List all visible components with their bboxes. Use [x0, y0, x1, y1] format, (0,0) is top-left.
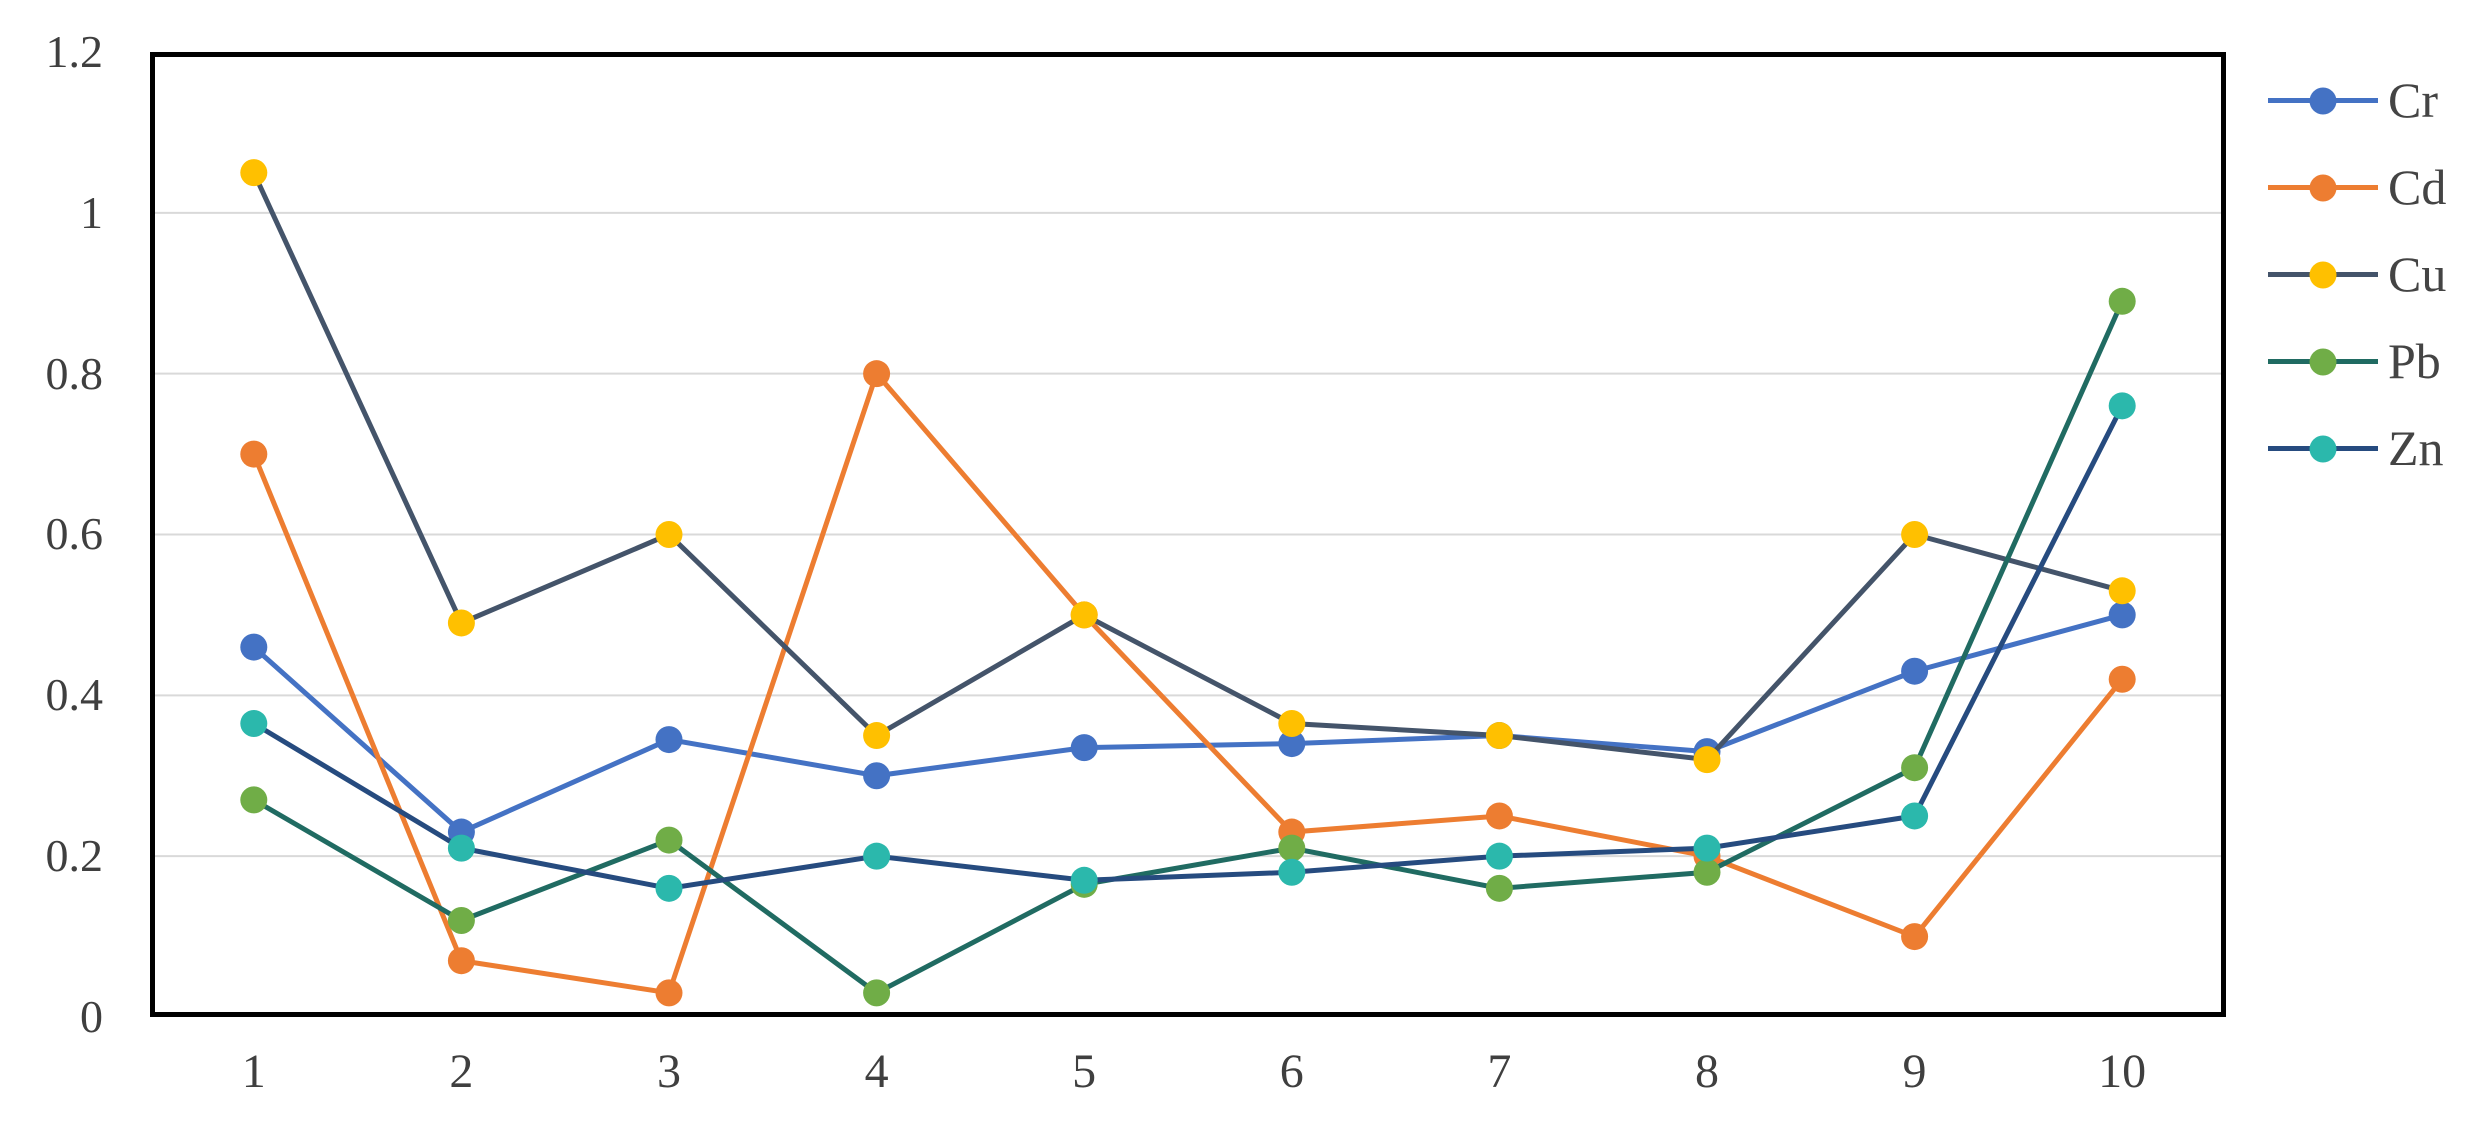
x-tick-label: 4 — [864, 1045, 889, 1098]
legend-item-cd: Cd — [2268, 144, 2446, 231]
legend-label: Cr — [2388, 72, 2438, 128]
y-tick-label: 1.2 — [45, 26, 104, 77]
x-tick-label: 1 — [241, 1045, 266, 1098]
legend-label: Pb — [2388, 333, 2441, 389]
legend-marker-icon — [2309, 348, 2337, 375]
legend-label: Zn — [2388, 420, 2444, 476]
y-tick-label: 0.6 — [45, 508, 104, 559]
y-tick-label: 0 — [80, 991, 103, 1042]
legend: Cr Cd Cu Pb Zn — [2268, 57, 2446, 492]
y-tick-label: 0.4 — [45, 669, 104, 720]
y-tick-label: 1 — [80, 187, 103, 238]
x-tick-label: 9 — [1902, 1045, 1927, 1098]
legend-label: Cu — [2388, 246, 2447, 302]
plot-svg — [150, 52, 2226, 1017]
x-tick-label: 7 — [1487, 1045, 1512, 1098]
legend-item-zn: Zn — [2268, 405, 2446, 492]
legend-item-pb: Pb — [2268, 318, 2446, 405]
legend-line-sample — [2268, 174, 2378, 201]
legend-line-sample — [2268, 87, 2378, 114]
x-axis-labels: 1 2 3 4 5 6 7 8 9 10 — [150, 1042, 2226, 1102]
x-tick-label: 6 — [1279, 1045, 1304, 1098]
legend-line-sample — [2268, 261, 2378, 288]
x-tick-label: 8 — [1694, 1045, 1719, 1098]
legend-line-sample — [2268, 348, 2378, 375]
y-tick-label: 0.8 — [45, 348, 104, 399]
legend-label: Cd — [2388, 159, 2447, 215]
legend-marker-icon — [2309, 261, 2337, 288]
x-tick-label: 10 — [2098, 1045, 2147, 1098]
legend-marker-icon — [2309, 435, 2337, 462]
legend-marker-icon — [2309, 87, 2337, 114]
legend-marker-icon — [2309, 174, 2337, 201]
x-tick-label: 2 — [449, 1045, 474, 1098]
x-tick-label: 3 — [656, 1045, 681, 1098]
legend-line-sample — [2268, 435, 2378, 462]
legend-item-cu: Cu — [2268, 231, 2446, 318]
legend-item-cr: Cr — [2268, 57, 2446, 144]
x-tick-label: 5 — [1072, 1045, 1097, 1098]
plot-area — [150, 52, 2226, 1017]
y-tick-label: 0.2 — [45, 830, 104, 881]
